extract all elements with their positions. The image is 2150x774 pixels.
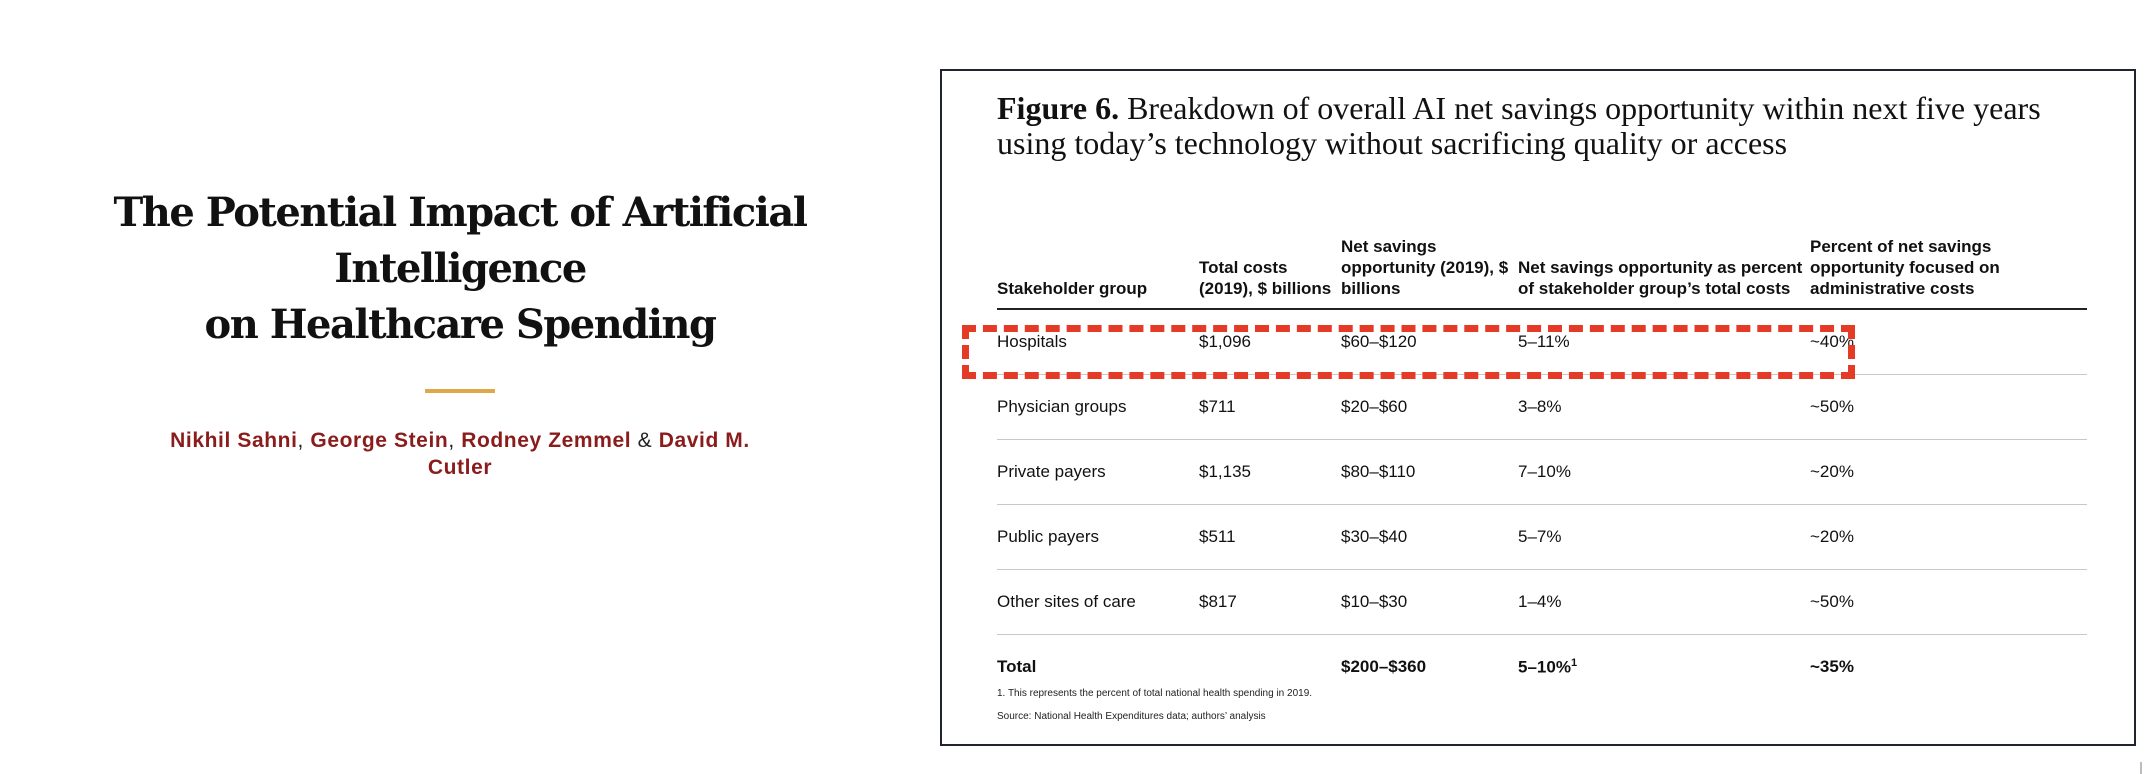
column-header-net-savings: Net savings opportunity (2019), $ billio… xyxy=(1341,236,1518,310)
cell-net-savings: $60–$120 xyxy=(1341,309,1518,375)
author-separator: & xyxy=(631,429,659,452)
cell-savings-percent: 1–4% xyxy=(1518,569,1810,635)
table-row: Private payers $1,135 $80–$110 7–10% ~20… xyxy=(997,439,2087,505)
table-total-row: Total $200–$360 5–10%1 ~35% xyxy=(997,635,2087,700)
table-footnote: 1. This represents the percent of total … xyxy=(997,688,1313,699)
paper-title-line-1: The Potential Impact of Artificial Intel… xyxy=(113,189,808,292)
paper-title: The Potential Impact of Artificial Intel… xyxy=(0,185,920,353)
table-row: Public payers $511 $30–$40 5–7% ~20% xyxy=(997,504,2087,570)
table-source-note: Source: National Health Expenditures dat… xyxy=(997,711,1266,722)
paper-header: The Potential Impact of Artificial Intel… xyxy=(0,185,920,481)
author-link[interactable]: Nikhil Sahni xyxy=(170,429,298,452)
table-row: Other sites of care $817 $10–$30 1–4% ~5… xyxy=(997,569,2087,635)
cell-total-savings-percent: 5–10%1 xyxy=(1518,635,1810,700)
cell-stakeholder: Hospitals xyxy=(997,309,1199,375)
cell-savings-percent: 5–7% xyxy=(1518,504,1810,570)
cell-savings-percent: 3–8% xyxy=(1518,374,1810,440)
cell-savings-percent: 5–11% xyxy=(1518,309,1810,375)
cell-admin-percent: ~20% xyxy=(1810,439,2087,505)
cell-admin-percent: ~50% xyxy=(1810,569,2087,635)
cell-total-costs: $1,096 xyxy=(1199,309,1341,375)
total-savings-percent-value: 5–10% xyxy=(1518,657,1571,677)
cell-total-costs: $1,135 xyxy=(1199,439,1341,505)
cell-stakeholder: Private payers xyxy=(997,439,1199,505)
figure-panel: Figure 6. Breakdown of overall AI net sa… xyxy=(940,69,2136,746)
footnote-marker: 1 xyxy=(1570,656,1578,669)
cell-admin-percent: ~20% xyxy=(1810,504,2087,570)
paper-title-line-2: on Healthcare Spending xyxy=(204,301,717,348)
cell-net-savings: $10–$30 xyxy=(1341,569,1518,635)
cell-stakeholder: Other sites of care xyxy=(997,569,1199,635)
author-link[interactable]: Rodney Zemmel xyxy=(461,429,632,452)
table-header-row: Stakeholder group Total costs (2019), $ … xyxy=(997,236,2087,310)
figure-label: Figure 6. xyxy=(997,90,1120,126)
author-link[interactable]: George Stein xyxy=(310,429,449,452)
cell-stakeholder: Physician groups xyxy=(997,374,1199,440)
author-link[interactable]: David M. Cutler xyxy=(427,429,750,479)
author-list: Nikhil Sahni, George Stein, Rodney Zemme… xyxy=(140,427,780,481)
column-header-admin-percent: Percent of net savings opportunity focus… xyxy=(1810,236,2087,310)
cell-admin-percent: ~50% xyxy=(1810,374,2087,440)
cell-net-savings: $80–$110 xyxy=(1341,439,1518,505)
figure-title: Figure 6. Breakdown of overall AI net sa… xyxy=(997,91,2077,161)
cell-admin-percent: ~40% xyxy=(1810,309,2087,375)
cell-savings-percent: 7–10% xyxy=(1518,439,1810,505)
cell-net-savings: $30–$40 xyxy=(1341,504,1518,570)
cell-total-costs: $511 xyxy=(1199,504,1341,570)
cell-total-costs: $711 xyxy=(1199,374,1341,440)
cell-net-savings: $20–$60 xyxy=(1341,374,1518,440)
table-row: Hospitals $1,096 $60–$120 5–11% ~40% xyxy=(997,309,2087,375)
scrollbar-edge xyxy=(2140,762,2142,774)
column-header-total-costs: Total costs (2019), $ billions xyxy=(1199,236,1341,310)
cell-total-label: Total xyxy=(997,657,1037,676)
cell-stakeholder: Public payers xyxy=(997,504,1199,570)
author-separator: , xyxy=(448,429,462,452)
figure-caption: Breakdown of overall AI net savings oppo… xyxy=(997,90,2041,161)
column-header-stakeholder: Stakeholder group xyxy=(997,236,1199,310)
title-accent-bar xyxy=(425,389,495,393)
table-row: Physician groups $711 $20–$60 3–8% ~50% xyxy=(997,374,2087,440)
savings-table: Stakeholder group Total costs (2019), $ … xyxy=(997,236,2087,699)
cell-total-costs: $817 xyxy=(1199,569,1341,635)
cell-total-admin-percent: ~35% xyxy=(1810,657,1854,676)
column-header-savings-percent: Net savings opportunity as percent of st… xyxy=(1518,236,1810,310)
cell-total-net-savings: $200–$360 xyxy=(1341,657,1427,676)
author-separator: , xyxy=(297,429,311,452)
